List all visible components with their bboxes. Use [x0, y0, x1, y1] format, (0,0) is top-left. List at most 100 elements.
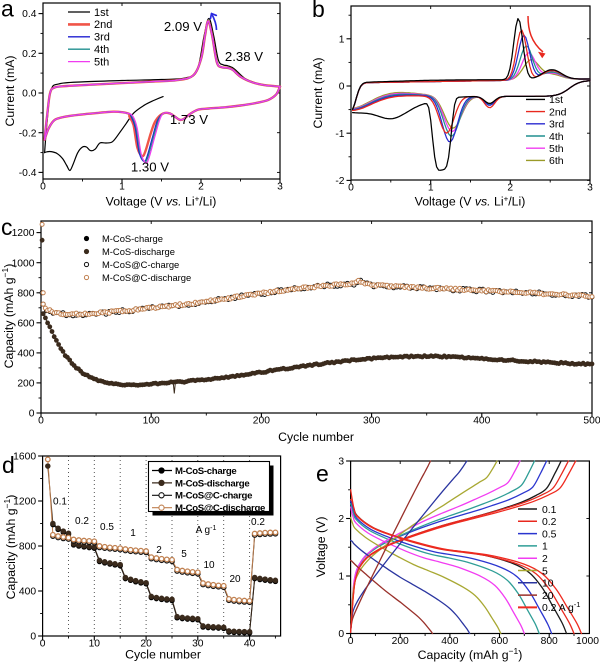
svg-text:2: 2 — [507, 182, 513, 193]
svg-text:1000: 1000 — [12, 258, 35, 269]
svg-text:20: 20 — [542, 591, 554, 602]
svg-text:800: 800 — [17, 288, 34, 299]
svg-text:1200: 1200 — [13, 497, 36, 508]
svg-text:20: 20 — [229, 574, 241, 585]
svg-text:A g-1: A g-1 — [196, 525, 217, 537]
svg-text:Current (mA): Current (mA) — [3, 55, 17, 126]
svg-text:a: a — [1, 0, 14, 22]
svg-text:M-CoS-discharge: M-CoS-discharge — [102, 246, 175, 257]
svg-text:d: d — [2, 452, 15, 478]
svg-text:3: 3 — [587, 182, 593, 193]
svg-text:600: 600 — [491, 636, 508, 647]
svg-text:0: 0 — [38, 415, 44, 426]
svg-text:2: 2 — [338, 514, 344, 525]
svg-text:0.4: 0.4 — [22, 9, 37, 20]
svg-text:0.0: 0.0 — [22, 89, 37, 100]
svg-text:5th: 5th — [94, 56, 109, 68]
svg-text:e: e — [316, 461, 329, 487]
svg-text:0.5: 0.5 — [100, 522, 114, 533]
svg-text:400: 400 — [473, 415, 490, 426]
svg-text:4th: 4th — [94, 44, 109, 56]
svg-text:500: 500 — [583, 415, 600, 426]
svg-text:3: 3 — [277, 181, 283, 192]
svg-text:M-CoS-charge: M-CoS-charge — [175, 466, 236, 477]
svg-text:1.73 V: 1.73 V — [170, 112, 208, 127]
svg-text:1000: 1000 — [576, 636, 599, 647]
svg-text:40: 40 — [244, 638, 256, 649]
svg-text:200: 200 — [17, 379, 34, 390]
svg-text:Voltage (V vs. Li+/Li): Voltage (V vs. Li+/Li) — [415, 195, 526, 209]
svg-text:4th: 4th — [549, 131, 564, 143]
svg-text:400: 400 — [19, 587, 36, 598]
svg-text:1: 1 — [130, 528, 136, 539]
svg-text:0: 0 — [339, 82, 345, 93]
svg-text:0: 0 — [29, 409, 35, 420]
svg-text:Cycle number: Cycle number — [278, 430, 354, 444]
svg-text:30: 30 — [192, 638, 204, 649]
svg-text:Capacity (mAh g−1): Capacity (mAh g−1) — [2, 495, 18, 600]
svg-text:100: 100 — [143, 415, 160, 426]
svg-text:-1: -1 — [335, 129, 344, 140]
svg-text:2nd: 2nd — [549, 106, 567, 118]
svg-text:3rd: 3rd — [549, 119, 564, 131]
svg-text:10: 10 — [89, 638, 101, 649]
svg-text:1.30 V: 1.30 V — [131, 160, 169, 175]
svg-text:0.2: 0.2 — [251, 517, 265, 528]
svg-text:2: 2 — [156, 545, 162, 556]
svg-text:2nd: 2nd — [94, 19, 112, 31]
svg-text:200: 200 — [253, 415, 270, 426]
svg-text:M-CoS-charge: M-CoS-charge — [102, 233, 163, 244]
svg-text:0.2 A g-1: 0.2 A g-1 — [542, 600, 580, 615]
svg-text:2: 2 — [198, 181, 204, 192]
svg-text:20: 20 — [140, 638, 152, 649]
svg-text:2: 2 — [542, 554, 548, 565]
svg-text:M-CoS@C-charge: M-CoS@C-charge — [175, 491, 252, 502]
svg-text:1: 1 — [428, 182, 434, 193]
svg-text:1st: 1st — [94, 7, 109, 19]
svg-text:-0.2: -0.2 — [19, 128, 37, 139]
svg-text:5: 5 — [181, 549, 187, 560]
svg-text:Capacity (mAh g−1): Capacity (mAh g−1) — [418, 646, 523, 662]
svg-text:Voltage (V vs. Li+/Li): Voltage (V vs. Li+/Li) — [106, 195, 217, 209]
svg-text:0: 0 — [30, 632, 36, 643]
svg-text:800: 800 — [19, 542, 36, 553]
svg-text:0: 0 — [338, 629, 344, 640]
svg-text:3: 3 — [338, 457, 344, 468]
svg-text:0.2: 0.2 — [22, 49, 37, 60]
svg-text:1: 1 — [339, 34, 345, 45]
svg-text:6th: 6th — [549, 155, 564, 167]
svg-text:0: 0 — [40, 181, 46, 192]
svg-text:Cycle number: Cycle number — [125, 648, 201, 662]
svg-text:-0.4: -0.4 — [19, 168, 37, 179]
svg-text:1600: 1600 — [13, 452, 36, 463]
svg-text:0.1: 0.1 — [53, 497, 67, 508]
svg-text:Voltage (V): Voltage (V) — [314, 517, 328, 578]
svg-text:800: 800 — [541, 636, 558, 647]
svg-text:M-CoS@C-discharge: M-CoS@C-discharge — [102, 272, 191, 283]
svg-text:0.2: 0.2 — [75, 516, 89, 527]
svg-text:300: 300 — [363, 415, 380, 426]
svg-text:200: 200 — [392, 636, 409, 647]
svg-text:M-CoS@C-charge: M-CoS@C-charge — [102, 259, 179, 270]
svg-text:Current (mA): Current (mA) — [311, 57, 325, 128]
svg-text:400: 400 — [17, 349, 34, 360]
svg-text:1: 1 — [542, 542, 548, 553]
svg-text:0: 0 — [40, 638, 46, 649]
svg-text:3rd: 3rd — [94, 32, 110, 44]
svg-text:0: 0 — [348, 636, 354, 647]
svg-text:M-CoS-discharge: M-CoS-discharge — [175, 478, 249, 489]
svg-text:0.5: 0.5 — [542, 529, 557, 540]
svg-text:1: 1 — [338, 572, 344, 583]
svg-text:10: 10 — [203, 560, 215, 571]
svg-text:0.1: 0.1 — [542, 505, 557, 516]
svg-text:c: c — [1, 214, 13, 240]
svg-text:0.2: 0.2 — [542, 517, 557, 528]
svg-text:10: 10 — [542, 579, 554, 590]
svg-text:2.38 V: 2.38 V — [225, 49, 263, 64]
svg-text:b: b — [312, 0, 325, 22]
svg-text:400: 400 — [441, 636, 458, 647]
svg-text:0: 0 — [348, 182, 354, 193]
svg-text:1st: 1st — [549, 94, 563, 106]
svg-text:-2: -2 — [335, 176, 344, 187]
svg-text:Capacity (mAh g−1): Capacity (mAh g−1) — [0, 264, 16, 369]
